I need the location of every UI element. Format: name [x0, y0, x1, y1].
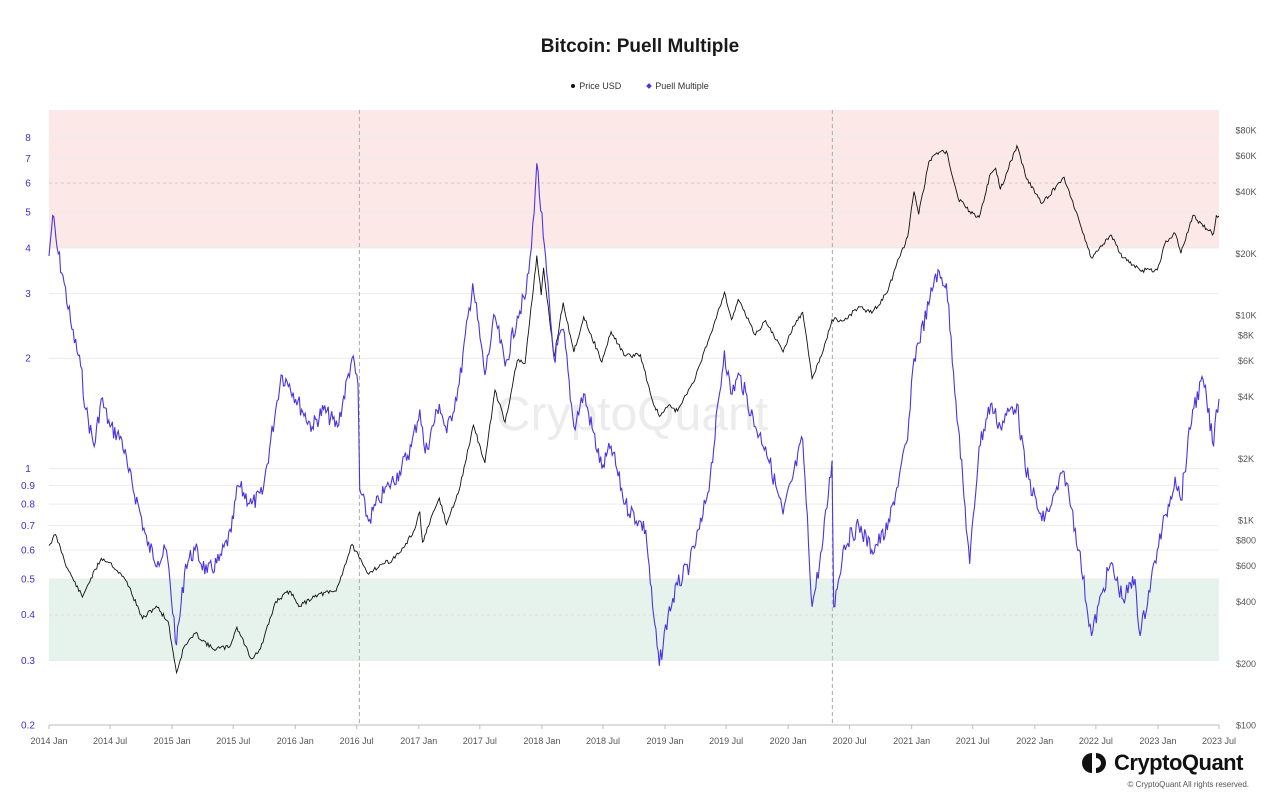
- legend-label-price: Price USD: [579, 81, 622, 91]
- x-tick-label: 2017 Jul: [463, 736, 497, 746]
- right-tick-label: $1K: [1238, 516, 1254, 526]
- legend-item-puell[interactable]: Puell Multiple: [646, 81, 709, 91]
- right-tick-label: $10K: [1235, 311, 1256, 321]
- left-tick-label: 0.4: [21, 610, 35, 621]
- right-tick-label: $40K: [1235, 187, 1256, 197]
- right-tick-label: $60K: [1235, 151, 1256, 161]
- legend-marker-price: [571, 84, 576, 88]
- price-usd-line: [48, 144, 1220, 675]
- brand: CryptoQuant: [1082, 750, 1243, 776]
- x-tick-label: 2023 Jul: [1202, 736, 1236, 746]
- x-tick-label: 2017 Jan: [400, 736, 437, 746]
- right-tick-label: $200: [1236, 659, 1256, 669]
- x-tick-label: 2019 Jul: [709, 736, 743, 746]
- right-tick-label: $6K: [1238, 356, 1254, 366]
- x-tick-label: 2018 Jan: [523, 736, 560, 746]
- x-tick-label: 2015 Jul: [216, 736, 250, 746]
- cryptoquant-logo-icon: [1082, 753, 1106, 773]
- x-tick-label: 2014 Jul: [93, 736, 127, 746]
- left-tick-label: 3: [25, 289, 31, 300]
- high-zone: [49, 110, 1219, 248]
- left-tick-label: 6: [25, 179, 31, 190]
- brand-name: CryptoQuant: [1114, 750, 1243, 775]
- left-tick-label: 2: [25, 354, 31, 365]
- x-tick-label: 2023 Jan: [1139, 736, 1176, 746]
- right-tick-label: $20K: [1235, 249, 1256, 259]
- left-tick-label: 0.6: [21, 545, 35, 556]
- left-tick-label: 0.8: [21, 500, 35, 511]
- left-tick-label: 0.7: [21, 521, 35, 532]
- right-tick-label: $800: [1236, 535, 1256, 545]
- right-tick-label: $80K: [1235, 125, 1256, 135]
- x-tick-label: 2021 Jan: [893, 736, 930, 746]
- chart-title: Bitcoin: Puell Multiple: [540, 36, 740, 57]
- legend-item-price[interactable]: Price USD: [571, 81, 621, 91]
- x-tick-label: 2014 Jan: [30, 736, 67, 746]
- x-tick-label: 2020 Jan: [770, 736, 807, 746]
- left-tick-label: 5: [25, 208, 31, 219]
- right-tick-label: $2K: [1238, 454, 1254, 464]
- x-tick-label: 2015 Jan: [154, 736, 191, 746]
- left-tick-label: 8: [25, 133, 31, 144]
- watermark: CryptoQuant: [496, 388, 768, 441]
- left-tick-label: 1: [25, 464, 31, 475]
- x-tick-label: 2016 Jul: [340, 736, 374, 746]
- x-tick-label: 2022 Jul: [1079, 736, 1113, 746]
- left-tick-label: 7: [25, 154, 31, 165]
- right-tick-label: $8K: [1238, 330, 1254, 340]
- left-tick-label: 0.2: [21, 721, 35, 732]
- right-tick-label: $400: [1236, 597, 1256, 607]
- copyright: © CryptoQuant All rights reserved.: [1127, 780, 1250, 789]
- left-tick-label: 0.9: [21, 481, 35, 492]
- right-tick-label: $4K: [1238, 392, 1254, 402]
- x-tick-label: 2016 Jan: [277, 736, 314, 746]
- left-tick-label: 4: [25, 243, 31, 254]
- legend: Price USD Puell Multiple: [0, 81, 1280, 91]
- puell-multiple-line: [48, 163, 1220, 666]
- right-tick-label: $600: [1236, 561, 1256, 571]
- x-tick-label: 2019 Jan: [647, 736, 684, 746]
- left-tick-label: 0.5: [21, 575, 35, 586]
- x-tick-label: 2020 Jul: [833, 736, 867, 746]
- left-tick-label: 0.3: [21, 656, 35, 667]
- right-tick-label: $100: [1236, 721, 1256, 731]
- low-zone: [49, 579, 1219, 661]
- legend-label-puell: Puell Multiple: [655, 81, 709, 91]
- x-tick-label: 2022 Jan: [1016, 736, 1053, 746]
- x-tick-label: 2018 Jul: [586, 736, 620, 746]
- x-tick-label: 2021 Jul: [956, 736, 990, 746]
